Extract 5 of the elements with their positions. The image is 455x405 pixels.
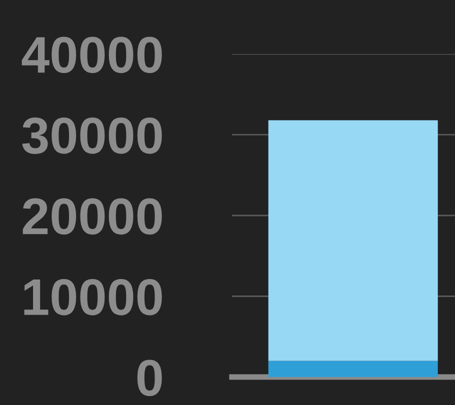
y-tick-label: 20000 (22, 198, 162, 235)
y-tick-label: 30000 (22, 117, 162, 154)
y-tick-label: 40000 (22, 36, 162, 74)
y-tick-label: 10000 (24, 278, 162, 316)
y-tick-label: 0 (137, 360, 162, 396)
